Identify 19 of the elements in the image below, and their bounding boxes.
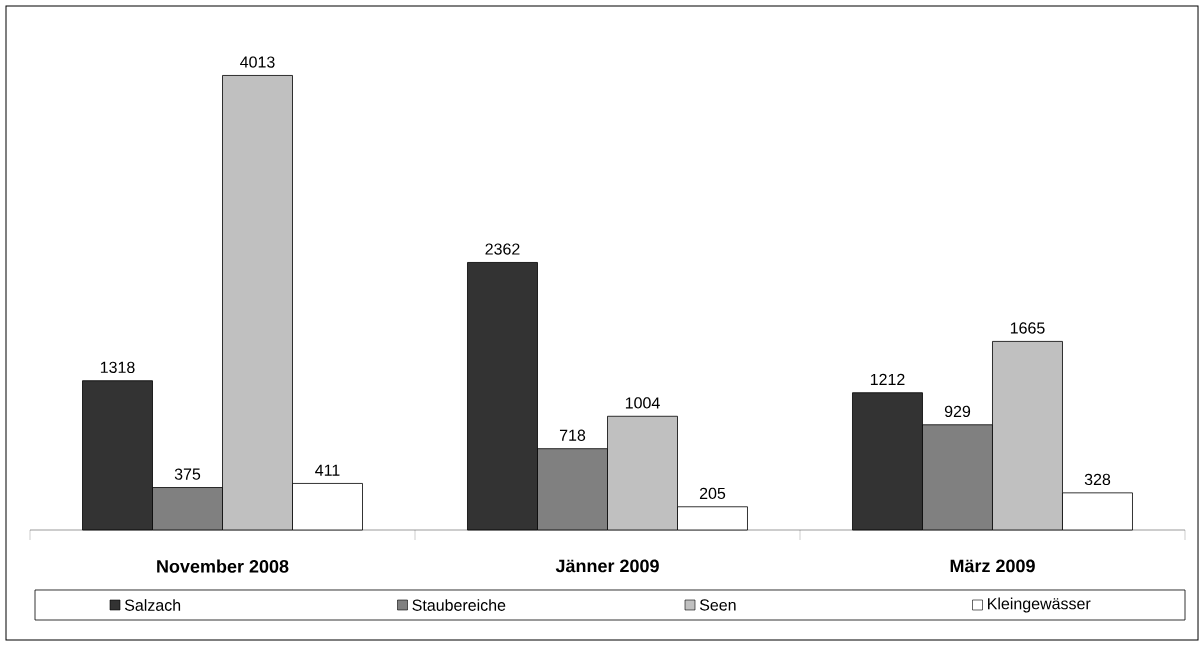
data-label: 1318 [100, 361, 135, 373]
legend-label: Staubereiche [412, 599, 506, 611]
data-label: 1212 [870, 373, 905, 385]
data-label: 411 [315, 464, 340, 476]
legend-label: Kleingewässer [988, 597, 1091, 613]
data-label: 328 [1084, 473, 1111, 486]
data-label: 375 [174, 468, 201, 480]
data-label: 718 [559, 429, 586, 441]
x-tick-label: Jänner 2009 [555, 559, 659, 573]
legend-label: Seen [699, 599, 736, 611]
data-label: 929 [944, 405, 971, 418]
data-label: 2362 [485, 243, 520, 255]
data-label: 205 [699, 487, 726, 500]
x-tick-label: März 2009 [950, 559, 1035, 573]
x-tick-label: November 2008 [157, 559, 289, 573]
legend-label: Salzach [124, 599, 181, 611]
data-label: 1665 [1010, 322, 1045, 334]
data-label: 4013 [240, 56, 275, 68]
data-label: 1004 [625, 397, 660, 409]
